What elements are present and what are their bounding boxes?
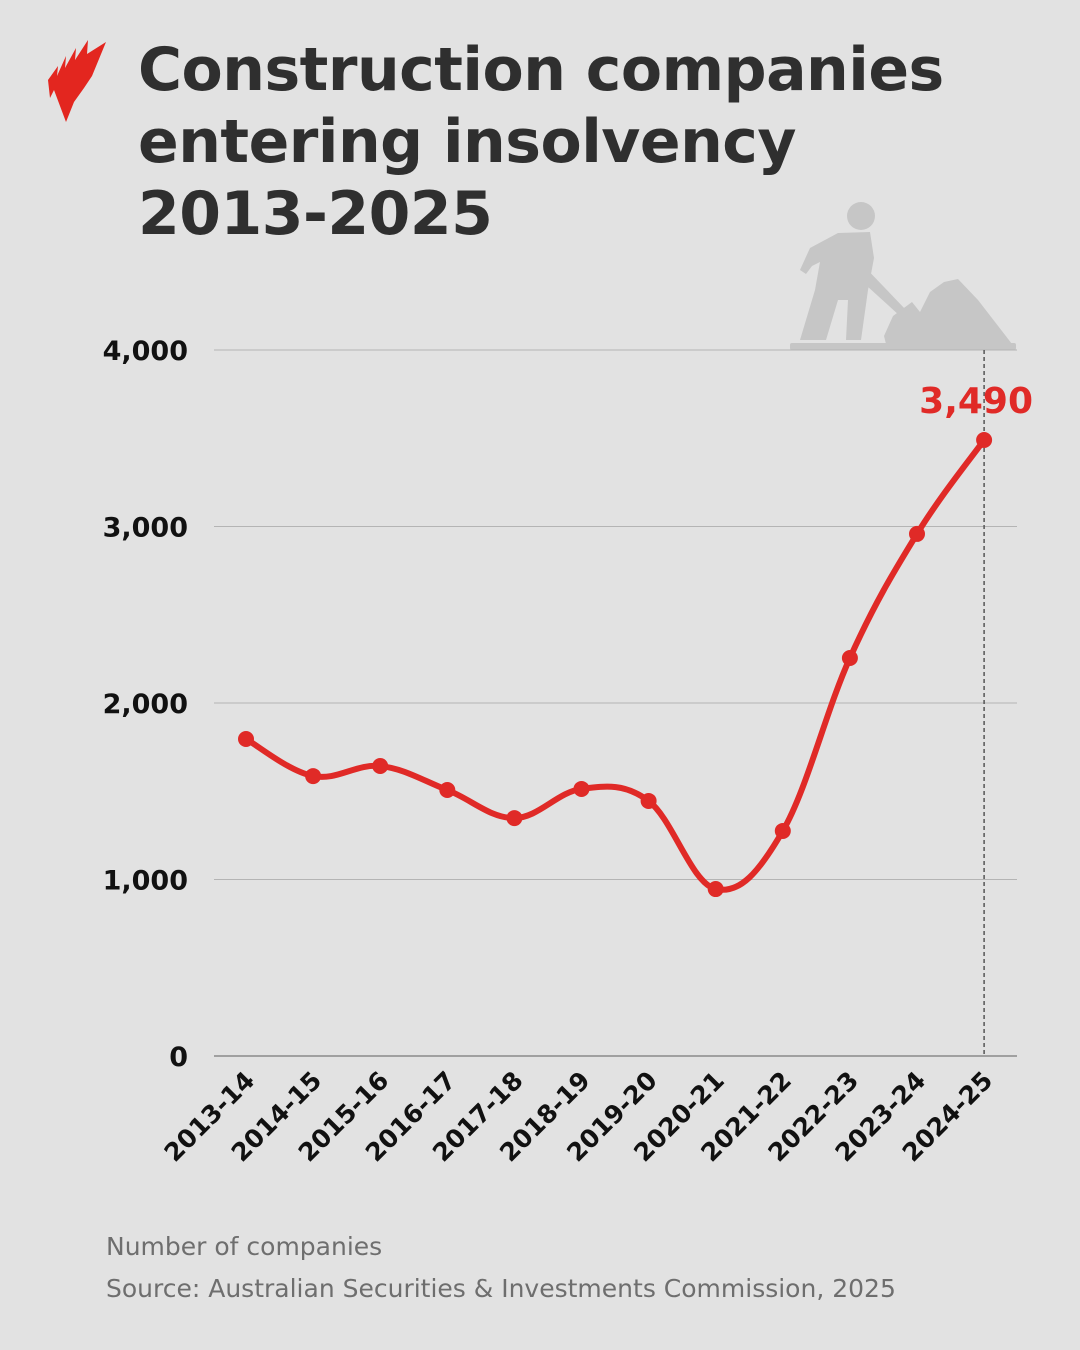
title-line-3: 2013-2025 <box>138 179 493 249</box>
data-point <box>976 432 993 449</box>
data-point <box>439 782 456 799</box>
y-tick-label: 3,000 <box>103 513 188 544</box>
sbs-logo-icon <box>48 40 106 122</box>
worker-shovelling-icon <box>790 202 1016 350</box>
units-note: Number of companies <box>106 1232 383 1261</box>
data-point <box>774 822 791 839</box>
data-point <box>909 525 925 542</box>
y-axis-labels: 0 1,000 2,000 3,000 4,000 <box>103 336 188 1073</box>
chart-title: Construction companies entering insolven… <box>138 34 944 250</box>
y-tick-label: 2,000 <box>103 689 188 720</box>
data-point <box>707 881 724 898</box>
latest-value-label: 3,490 <box>919 381 1033 422</box>
y-tick-label: 4,000 <box>103 336 188 367</box>
title-line-1: Construction companies <box>138 35 944 105</box>
data-point <box>305 768 322 785</box>
data-point <box>372 758 389 775</box>
data-point <box>573 780 590 797</box>
source-note: Source: Australian Securities & Investme… <box>106 1274 896 1303</box>
data-points <box>238 432 993 898</box>
y-tick-label: 0 <box>169 1042 188 1073</box>
data-point <box>841 649 858 666</box>
x-axis-labels: 2013-142014-152015-162016-172017-182018-… <box>159 1066 999 1168</box>
data-point <box>506 810 523 827</box>
gridlines <box>214 349 1017 1057</box>
y-tick-label: 1,000 <box>103 866 188 897</box>
data-point <box>238 731 254 748</box>
series-line <box>243 437 988 893</box>
logo-shape <box>48 40 106 122</box>
data-point <box>640 792 657 809</box>
title-line-2: entering insolvency <box>138 107 796 177</box>
